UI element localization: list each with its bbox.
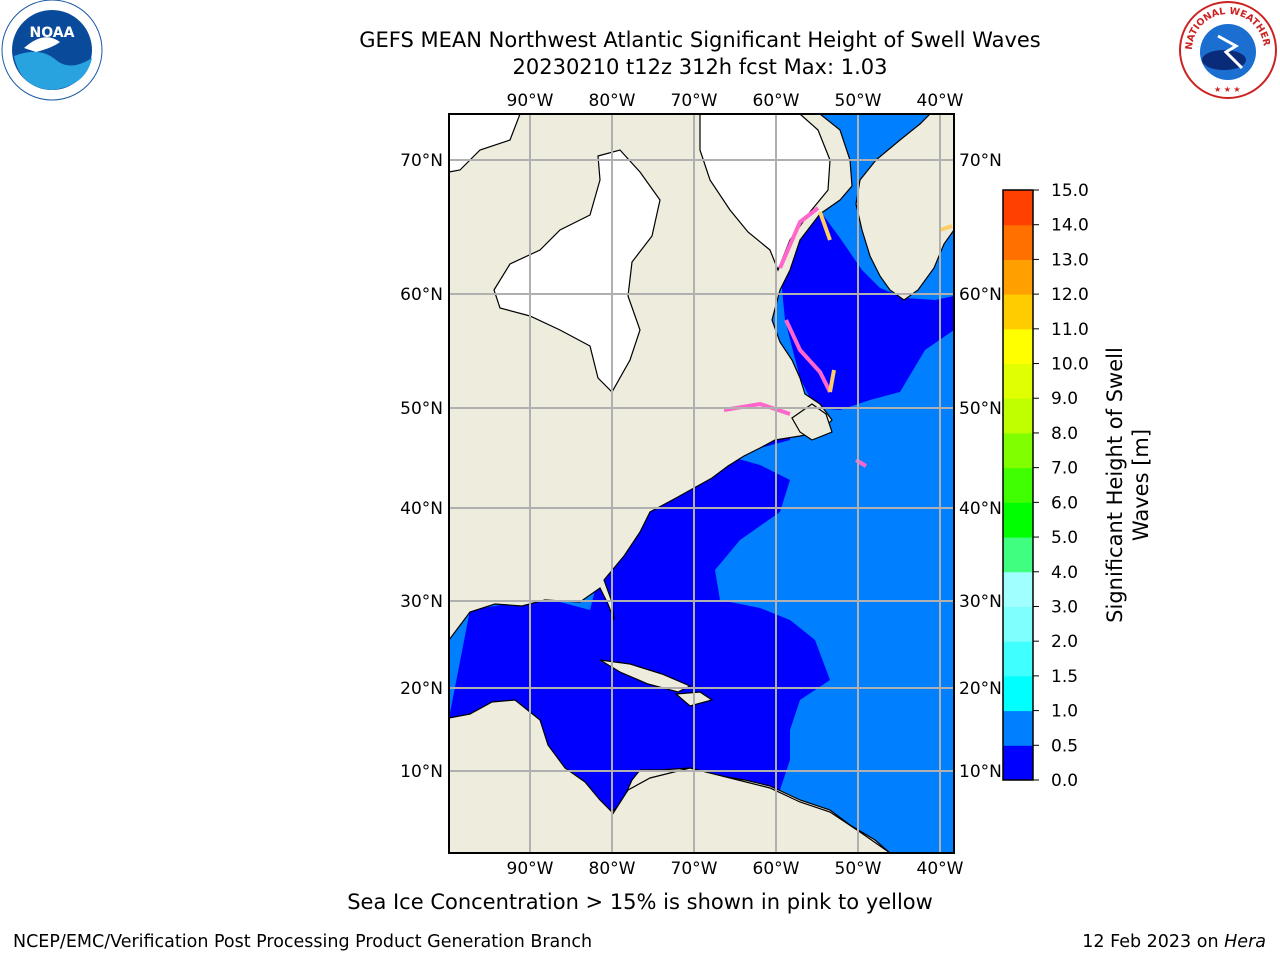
colorbar-band [1003, 467, 1033, 503]
footer-date-text: 12 Feb 2023 on [1082, 932, 1219, 952]
ocean-low-north [780, 208, 954, 410]
colorbar-tick-label: 3.0 [1051, 597, 1078, 617]
colorbar-tick-label: 11.0 [1051, 320, 1089, 340]
lat-label-right: 60°N [959, 285, 1002, 305]
lon-label-bottom: 50°W [835, 859, 882, 879]
lon-label-bottom: 70°W [671, 859, 718, 879]
colorbar-band [1003, 190, 1033, 226]
colorbar-band [1003, 259, 1033, 295]
colorbar-tick-label: 14.0 [1051, 216, 1089, 236]
lon-label-bottom: 60°W [753, 859, 800, 879]
lat-label-left: 40°N [400, 499, 443, 519]
colorbar-band [1003, 641, 1033, 677]
colorbar-band [1003, 294, 1033, 330]
lat-label-left: 10°N [400, 762, 443, 782]
lat-labels-right: 70°N 60°N 50°N 40°N 30°N 20°N 10°N [959, 151, 1002, 782]
lat-label-right: 50°N [959, 399, 1002, 419]
lat-label-right: 10°N [959, 762, 1002, 782]
lat-label-right: 20°N [959, 679, 1002, 699]
colorbar-band [1003, 571, 1033, 607]
colorbar-tick-label: 8.0 [1051, 424, 1078, 444]
colorbar-tick-label: 5.0 [1051, 528, 1078, 548]
colorbar: 0.0 0.5 1.0 1.5 2.0 3.0 4.0 5.0 6.0 7.0 8.0 9.0 10.0… [1002, 181, 1089, 791]
colorbar-band [1003, 432, 1033, 469]
lon-label-top: 50°W [835, 91, 882, 111]
colorbar-band [1003, 675, 1033, 712]
lon-label-top: 70°W [671, 91, 718, 111]
lon-label-top: 90°W [507, 91, 554, 111]
footer-date: 12 Feb 2023 on Hera [1082, 932, 1266, 952]
colorbar-tick-label: 1.5 [1051, 667, 1078, 687]
footnote: Sea Ice Concentration > 15% is shown in … [347, 890, 933, 914]
colorbar-tick-label: 0.0 [1051, 771, 1078, 791]
lat-label-right: 30°N [959, 592, 1002, 612]
graticule [449, 114, 954, 853]
colorbar-tick-label: 2.0 [1051, 632, 1078, 652]
lat-labels-left: 70°N 60°N 50°N 40°N 30°N 20°N 10°N [400, 151, 443, 782]
colorbar-tick-label: 0.5 [1051, 736, 1078, 756]
lon-label-top: 80°W [589, 91, 636, 111]
lat-label-left: 60°N [400, 285, 443, 305]
chart-subtitle: 20230210 t12z 312h fcst Max: 1.03 [512, 55, 888, 79]
land-south-america [611, 767, 892, 853]
colorbar-band [1003, 710, 1033, 746]
footer-machine: Hera [1224, 932, 1266, 952]
lon-label-bottom: 80°W [589, 859, 636, 879]
lat-label-left: 50°N [400, 399, 443, 419]
colorbar-tick-label: 7.0 [1051, 459, 1078, 479]
lon-labels-bottom: 90°W 80°W 70°W 60°W 50°W 40°W [507, 859, 964, 879]
colorbar-band [1003, 363, 1033, 399]
colorbar-band [1003, 537, 1033, 573]
lat-label-left: 30°N [400, 592, 443, 612]
colorbar-band [1003, 502, 1033, 538]
colorbar-band [1003, 398, 1033, 434]
colorbar-band [1003, 745, 1033, 781]
colorbar-tick-label: 9.0 [1051, 389, 1078, 409]
colorbar-frame [1002, 189, 1034, 781]
lon-label-top: 60°W [753, 91, 800, 111]
lat-label-right: 70°N [959, 151, 1002, 171]
colorbar-tick-label: 6.0 [1051, 493, 1078, 513]
noaa-logo: NOAA [1, 0, 103, 101]
sea-ice [449, 114, 831, 393]
map-frame [448, 113, 955, 854]
ice-hudson-bay [493, 149, 661, 393]
colorbar-tick-label: 1.0 [1051, 702, 1078, 722]
land-newfoundland [791, 403, 833, 441]
colorbar-label-line1: Significant Height of Swell [1103, 347, 1127, 623]
colorbar-tick-label: 12.0 [1051, 285, 1089, 305]
ice-arctic-archipelago [449, 114, 521, 173]
colorbar-tick-label: 4.0 [1051, 563, 1078, 583]
colorbar-tick-label: 10.0 [1051, 355, 1089, 375]
lat-label-left: 20°N [400, 679, 443, 699]
colorbar-label-line2: Waves [m] [1129, 428, 1153, 542]
lon-label-bottom: 40°W [917, 859, 964, 879]
colorbar-band [1003, 224, 1033, 260]
nws-logo: NATIONAL WEATHER SERVICE ★ ★ ★ [1176, 0, 1277, 99]
colorbar-label: Significant Height of Swell Waves [m] [1102, 325, 1154, 645]
lon-labels-top: 90°W 80°W 70°W 60°W 50°W 40°W [507, 91, 964, 111]
lat-label-right: 40°N [959, 499, 1002, 519]
colorbar-band [1003, 328, 1033, 365]
svg-text:★ ★ ★: ★ ★ ★ [1214, 85, 1241, 94]
lon-label-top: 40°W [917, 91, 964, 111]
lat-label-left: 70°N [400, 151, 443, 171]
chart-title: GEFS MEAN Northwest Atlantic Significant… [359, 28, 1041, 52]
colorbar-tick-label: 15.0 [1051, 181, 1089, 201]
noaa-logo-text: NOAA [30, 25, 75, 41]
colorbar-band [1003, 606, 1033, 642]
map-area [449, 114, 954, 853]
footer-credit: NCEP/EMC/Verification Post Processing Pr… [13, 932, 593, 952]
lon-label-bottom: 90°W [507, 859, 554, 879]
colorbar-tick-label: 13.0 [1051, 250, 1089, 270]
